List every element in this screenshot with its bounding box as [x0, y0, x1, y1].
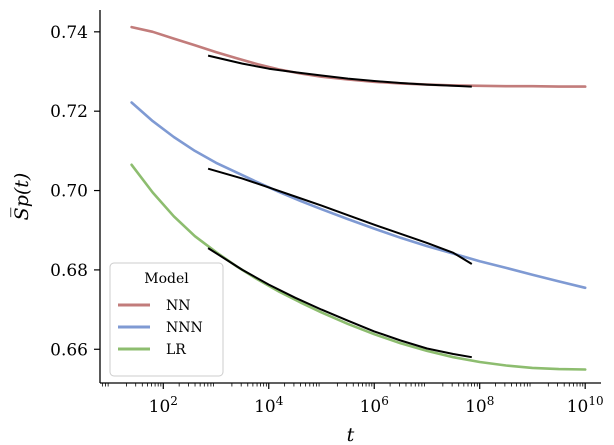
tick-labels: 0.66 0.68 0.70 0.72 0.74 102 104 106 108 1010	[50, 23, 603, 417]
axes	[94, 10, 601, 389]
series-line-lr	[130, 163, 587, 371]
y-tick-label: 0.68	[50, 261, 88, 281]
y-tick-label: 0.70	[50, 182, 88, 202]
x-tick-label: 1010	[567, 394, 604, 417]
y-tick-label: 0.72	[50, 102, 88, 122]
fit-line-lr	[207, 247, 472, 359]
x-tick-label: 104	[254, 394, 284, 417]
series-line-nnn	[130, 101, 587, 290]
fit-line-nn	[207, 54, 472, 88]
y-tick-label: 0.66	[50, 340, 88, 360]
x-axis-label: t	[347, 424, 355, 445]
legend-label-lr: LR	[166, 342, 186, 358]
x-tick-label: 108	[465, 394, 494, 417]
legend-title: Model	[144, 271, 189, 287]
legend-label-nnn: NNN	[166, 320, 203, 336]
series-line-nn	[130, 25, 587, 88]
x-tick-label: 102	[149, 394, 178, 417]
fit-lines-layer	[207, 54, 473, 359]
y-axis-label: S̅p(t)	[11, 173, 33, 221]
fit-line-nnn	[207, 167, 473, 265]
legend-label-nn: NN	[166, 298, 191, 314]
x-tick-label: 106	[360, 394, 389, 417]
y-tick-label: 0.74	[50, 23, 88, 43]
